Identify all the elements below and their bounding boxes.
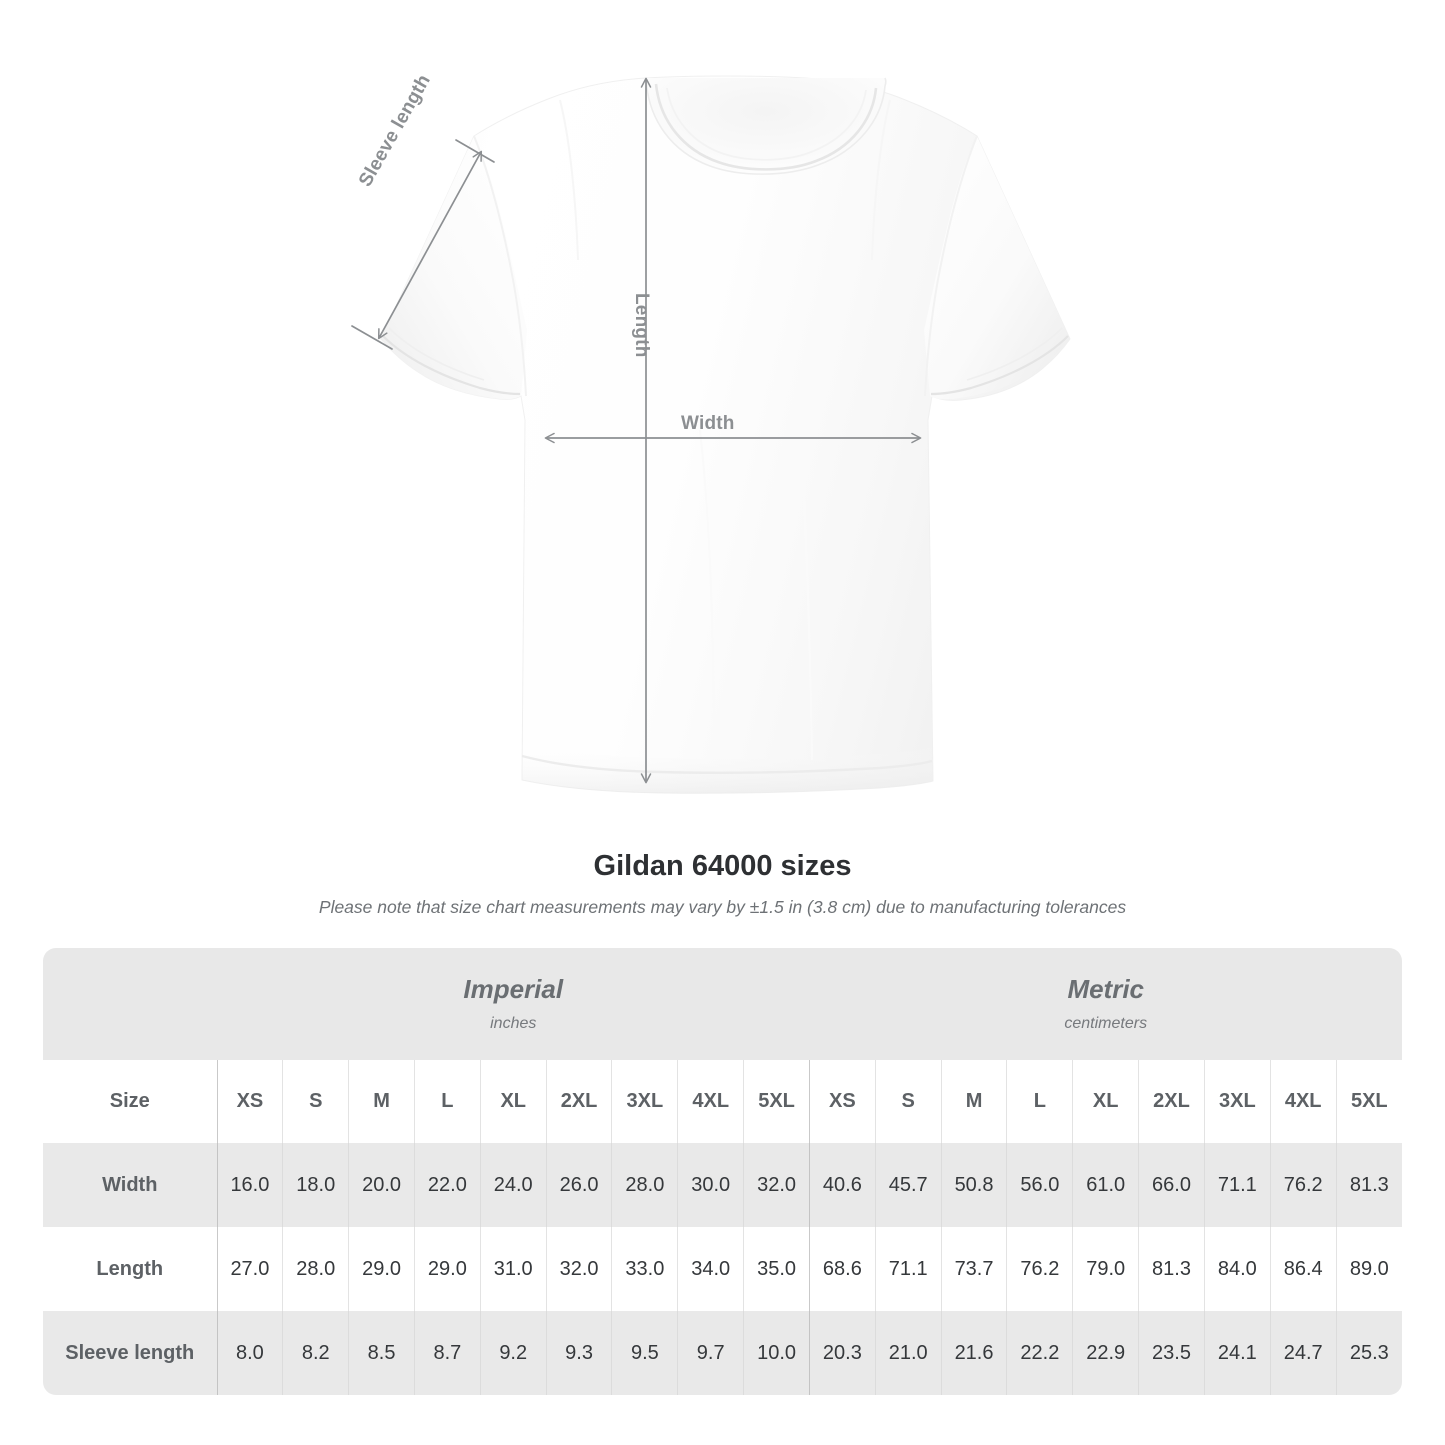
cell-length-imperial-3xl: 33.0 xyxy=(611,1227,678,1311)
cell-sleeve-metric-l: 22.2 xyxy=(1006,1311,1073,1395)
row-label-length: Length xyxy=(43,1227,217,1311)
cell-width-imperial-m: 20.0 xyxy=(348,1143,415,1227)
cell-width-imperial-3xl: 28.0 xyxy=(611,1143,678,1227)
cell-sleeve-imperial-l: 8.7 xyxy=(413,1311,481,1395)
column-header-imperial-5xl: 5XL xyxy=(743,1060,810,1143)
cell-width-metric-xs: 40.6 xyxy=(808,1143,876,1227)
cell-length-metric-3xl: 84.0 xyxy=(1203,1227,1271,1311)
system-imperial: Imperial inches xyxy=(217,948,810,1060)
cell-sleeve-metric-xl: 22.9 xyxy=(1072,1311,1139,1395)
column-header-metric-xs: XS xyxy=(808,1060,876,1143)
system-metric-unit: centimeters xyxy=(1064,1015,1148,1033)
cell-width-imperial-5xl: 32.0 xyxy=(743,1143,810,1227)
cell-length-imperial-l: 29.0 xyxy=(413,1227,481,1311)
cell-length-imperial-xl: 31.0 xyxy=(479,1227,547,1311)
cell-length-imperial-xs: 27.0 xyxy=(216,1227,283,1311)
tolerance-note: Please note that size chart measurements… xyxy=(318,897,1127,917)
tshirt-measurement-diagram: Sleeve length Length Width xyxy=(351,71,1071,794)
cell-sleeve-metric-s: 21.0 xyxy=(874,1311,942,1395)
cell-width-imperial-xl: 24.0 xyxy=(479,1143,547,1227)
cell-sleeve-metric-m: 21.6 xyxy=(940,1311,1007,1395)
cell-width-imperial-s: 18.0 xyxy=(282,1143,349,1227)
row-label-sleeve-length: Sleeve length xyxy=(43,1311,217,1395)
cell-length-imperial-2xl: 32.0 xyxy=(545,1227,612,1311)
system-metric-name: Metric xyxy=(1067,973,1145,1004)
table-row-width: Width 16.0 18.0 20.0 22.0 24.0 26.0 28.0… xyxy=(43,1143,1402,1227)
table-row-sleeve-length: Sleeve length 8.0 8.2 8.5 8.7 9.2 9.3 9.… xyxy=(43,1311,1402,1395)
column-header-metric-2xl: 2XL xyxy=(1138,1060,1205,1143)
tshirt-illustration xyxy=(351,75,1071,794)
column-header-metric-xl: XL xyxy=(1072,1060,1139,1143)
column-header-imperial-2xl: 2XL xyxy=(545,1060,612,1143)
cell-sleeve-imperial-5xl: 10.0 xyxy=(743,1311,810,1395)
column-header-imperial-3xl: 3XL xyxy=(611,1060,678,1143)
column-header-imperial-l: L xyxy=(413,1060,481,1143)
column-header-metric-s: S xyxy=(874,1060,942,1143)
size-header-row: Size XS S M L XL 2XL 3XL 4XL 5XL XS S M … xyxy=(43,1060,1402,1143)
cell-width-imperial-4xl: 30.0 xyxy=(677,1143,744,1227)
cell-length-metric-l: 76.2 xyxy=(1006,1227,1073,1311)
cell-width-metric-4xl: 76.2 xyxy=(1269,1143,1337,1227)
cell-width-imperial-xs: 16.0 xyxy=(216,1143,283,1227)
column-header-imperial-m: M xyxy=(348,1060,415,1143)
row-label-width: Width xyxy=(43,1143,217,1227)
column-header-imperial-s: S xyxy=(282,1060,349,1143)
cell-width-metric-2xl: 66.0 xyxy=(1138,1143,1205,1227)
system-imperial-unit: inches xyxy=(490,1015,537,1033)
size-chart-table: Imperial inches Metric centimeters Size … xyxy=(43,948,1402,1395)
cell-sleeve-metric-2xl: 23.5 xyxy=(1138,1311,1205,1395)
system-metric: Metric centimeters xyxy=(809,948,1402,1060)
cell-sleeve-imperial-4xl: 9.7 xyxy=(677,1311,744,1395)
cell-sleeve-metric-4xl: 24.7 xyxy=(1269,1311,1337,1395)
cell-length-metric-s: 71.1 xyxy=(874,1227,942,1311)
width-label: Width xyxy=(681,413,735,434)
column-header-imperial-4xl: 4XL xyxy=(677,1060,744,1143)
cell-length-metric-2xl: 81.3 xyxy=(1138,1227,1205,1311)
cell-length-metric-xl: 79.0 xyxy=(1072,1227,1139,1311)
system-spacer-cell xyxy=(43,948,217,1060)
cell-sleeve-imperial-xs: 8.0 xyxy=(216,1311,283,1395)
column-header-metric-l: L xyxy=(1006,1060,1073,1143)
cell-width-metric-l: 56.0 xyxy=(1006,1143,1073,1227)
sleeve-length-dimension xyxy=(351,139,495,350)
cell-length-metric-m: 73.7 xyxy=(940,1227,1007,1311)
cell-width-imperial-2xl: 26.0 xyxy=(545,1143,612,1227)
column-header-imperial-xs: XS xyxy=(216,1060,283,1143)
cell-length-imperial-s: 28.0 xyxy=(282,1227,349,1311)
column-header-metric-m: M xyxy=(940,1060,1007,1143)
table-row-length: Length 27.0 28.0 29.0 29.0 31.0 32.0 33.… xyxy=(43,1227,1402,1311)
cell-width-metric-m: 50.8 xyxy=(940,1143,1007,1227)
column-header-size: Size xyxy=(43,1060,217,1143)
system-imperial-name: Imperial xyxy=(463,973,564,1004)
cell-length-metric-5xl: 89.0 xyxy=(1335,1227,1402,1311)
cell-sleeve-imperial-2xl: 9.3 xyxy=(545,1311,612,1395)
cell-sleeve-metric-3xl: 24.1 xyxy=(1203,1311,1271,1395)
cell-width-imperial-l: 22.0 xyxy=(413,1143,481,1227)
cell-sleeve-imperial-xl: 9.2 xyxy=(479,1311,547,1395)
cell-length-metric-xs: 68.6 xyxy=(808,1227,876,1311)
cell-length-metric-4xl: 86.4 xyxy=(1269,1227,1337,1311)
cell-width-metric-5xl: 81.3 xyxy=(1335,1143,1402,1227)
column-header-metric-5xl: 5XL xyxy=(1335,1060,1402,1143)
cell-sleeve-metric-5xl: 25.3 xyxy=(1335,1311,1402,1395)
cell-sleeve-metric-xs: 20.3 xyxy=(808,1311,876,1395)
measurement-system-row: Imperial inches Metric centimeters xyxy=(43,948,1402,1060)
length-label: Length xyxy=(631,293,652,358)
column-header-metric-4xl: 4XL xyxy=(1269,1060,1337,1143)
cell-width-metric-xl: 61.0 xyxy=(1072,1143,1139,1227)
cell-sleeve-imperial-s: 8.2 xyxy=(282,1311,349,1395)
cell-length-imperial-5xl: 35.0 xyxy=(743,1227,810,1311)
size-chart-table-container: Imperial inches Metric centimeters Size … xyxy=(43,948,1402,1395)
cell-sleeve-imperial-m: 8.5 xyxy=(348,1311,415,1395)
column-header-imperial-xl: XL xyxy=(479,1060,547,1143)
cell-length-imperial-4xl: 34.0 xyxy=(677,1227,744,1311)
column-header-metric-3xl: 3XL xyxy=(1203,1060,1271,1143)
cell-width-metric-s: 45.7 xyxy=(874,1143,942,1227)
page-title: Gildan 64000 sizes xyxy=(593,850,852,882)
cell-length-imperial-m: 29.0 xyxy=(348,1227,415,1311)
cell-width-metric-3xl: 71.1 xyxy=(1203,1143,1271,1227)
cell-sleeve-imperial-3xl: 9.5 xyxy=(611,1311,678,1395)
